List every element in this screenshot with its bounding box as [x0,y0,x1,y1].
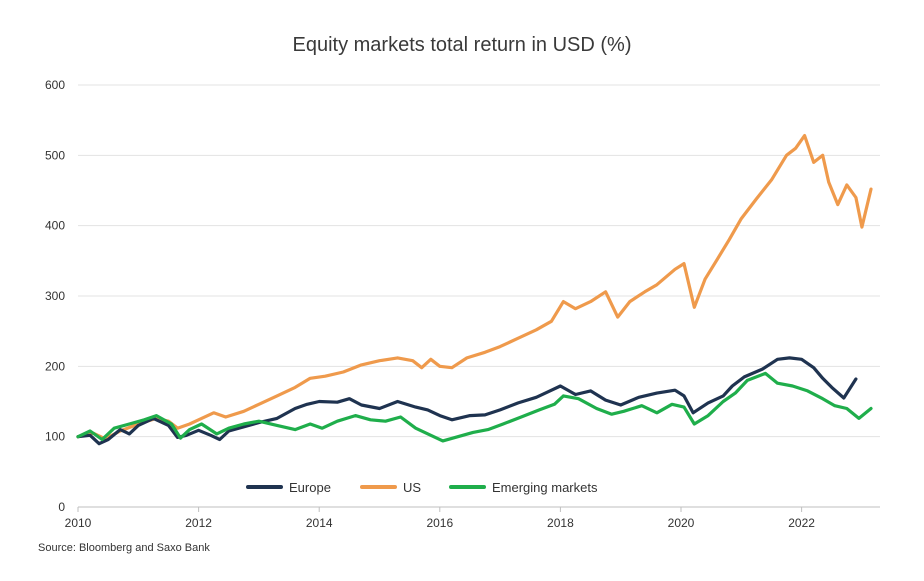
y-tick-label: 200 [45,359,65,373]
y-tick-label: 600 [45,78,65,92]
x-tick-label: 2016 [426,516,453,530]
x-tick-label: 2020 [668,516,695,530]
series-line-emerging-markets [76,371,873,443]
legend-label: Emerging markets [492,480,598,495]
chart-title: Equity markets total return in USD (%) [293,34,632,56]
x-tick-label: 2010 [65,516,92,530]
y-axis: 0 100 200 300 400 500 600 [45,78,65,514]
grid-lines [78,84,880,508]
x-tick-label: 2018 [547,516,574,530]
source-note: Source: Bloomberg and Saxo Bank [38,542,210,554]
series-lines [76,134,873,446]
legend-label: US [403,480,421,495]
legend-label: Europe [289,480,331,495]
series-line-us [76,134,873,441]
x-tick-label: 2014 [306,516,333,530]
x-tick-label: 2022 [788,516,815,530]
x-axis: 2010 2012 2014 2016 2018 2020 2022 [65,507,815,530]
y-tick-label: 500 [45,148,65,162]
y-tick-label: 300 [45,289,65,303]
series-line-europe [76,356,858,446]
y-tick-label: 100 [45,430,65,444]
y-tick-label: 0 [58,500,65,514]
x-tick-label: 2012 [185,516,212,530]
legend: Europe US Emerging markets [246,480,598,495]
y-tick-label: 400 [45,219,65,233]
